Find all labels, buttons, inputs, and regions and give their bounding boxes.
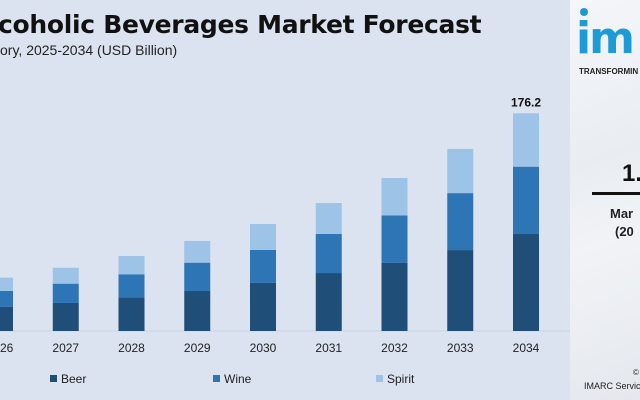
bar-spirit-2026 xyxy=(0,277,13,291)
x-tick-label: 2034 xyxy=(513,341,540,355)
bar-beer-2030 xyxy=(250,282,276,331)
bar-beer-2027 xyxy=(52,302,79,331)
bar-spirit-2028 xyxy=(118,256,145,275)
bar-wine-2034 xyxy=(513,166,539,235)
bar-wine-2027 xyxy=(52,283,79,303)
bar-beer-2034 xyxy=(513,234,539,331)
market-caption: Mar xyxy=(610,206,634,221)
chart-title: coholic Beverages Market Forecast xyxy=(0,10,482,39)
bar-spirit-2034 xyxy=(513,113,539,167)
chart-subtitle: ory, 2025-2034 (USD Billion) xyxy=(0,42,178,58)
divider xyxy=(592,192,640,195)
bar-wine-2033 xyxy=(447,193,474,251)
legend-label-wine: Wine xyxy=(224,372,252,386)
bar-spirit-2031 xyxy=(315,202,342,235)
bar-spirit-2027 xyxy=(52,267,79,284)
bar-spirit-2033 xyxy=(447,148,474,194)
legend-label-spirit: Spirit xyxy=(387,372,415,386)
legend-swatch-spirit xyxy=(376,375,383,382)
bar-chart: 2026 2027 2028 2029 2030 2031 2032 2033 2034 176.… xyxy=(0,95,570,386)
x-tick-label: 2033 xyxy=(447,341,474,355)
bar-wine-2031 xyxy=(315,234,342,274)
bar-beer-2033 xyxy=(447,250,474,331)
logo-tagline: TRANSFORMIN xyxy=(579,67,639,76)
market-year: (20 xyxy=(615,224,634,239)
bar-spirit-2032 xyxy=(381,178,408,216)
x-tick-label: 2029 xyxy=(184,341,211,355)
x-tick-label: 2030 xyxy=(250,341,277,355)
bar-wine-2026 xyxy=(0,290,13,307)
x-tick-label: 2028 xyxy=(118,341,145,355)
market-value: 1. xyxy=(622,160,640,187)
x-tick-label: 2026 xyxy=(0,341,14,355)
side-panel: im TRANSFORMIN 1. Mar (20 © IMARC Servic xyxy=(570,0,640,400)
copyright-symbol: © xyxy=(633,368,639,377)
x-tick-label: 2032 xyxy=(381,341,408,355)
bar-beer-2032 xyxy=(381,262,408,331)
bar-beer-2029 xyxy=(184,290,211,331)
bar-wine-2028 xyxy=(118,274,145,298)
legend-swatch-beer xyxy=(50,375,57,382)
legend-swatch-wine xyxy=(213,375,220,382)
x-tick-label: 2031 xyxy=(315,341,342,355)
bar-beer-2031 xyxy=(315,273,342,331)
bar-beer-2026 xyxy=(0,306,13,331)
logo-dot xyxy=(580,8,588,16)
bar-spirit-2030 xyxy=(250,224,276,250)
imarc-logo: im xyxy=(576,13,635,64)
data-label-2034: 176.2 xyxy=(511,95,541,109)
bar-wine-2030 xyxy=(250,249,276,283)
x-tick-label: 2027 xyxy=(52,341,79,355)
bar-wine-2032 xyxy=(381,215,408,263)
chart-area: coholic Beverages Market Forecast ory, 2… xyxy=(0,10,570,386)
source-text: IMARC Servic xyxy=(584,381,640,391)
bar-beer-2028 xyxy=(118,297,145,331)
bar-spirit-2029 xyxy=(184,240,211,263)
bar-wine-2029 xyxy=(184,262,211,291)
legend-label-beer: Beer xyxy=(61,372,86,386)
